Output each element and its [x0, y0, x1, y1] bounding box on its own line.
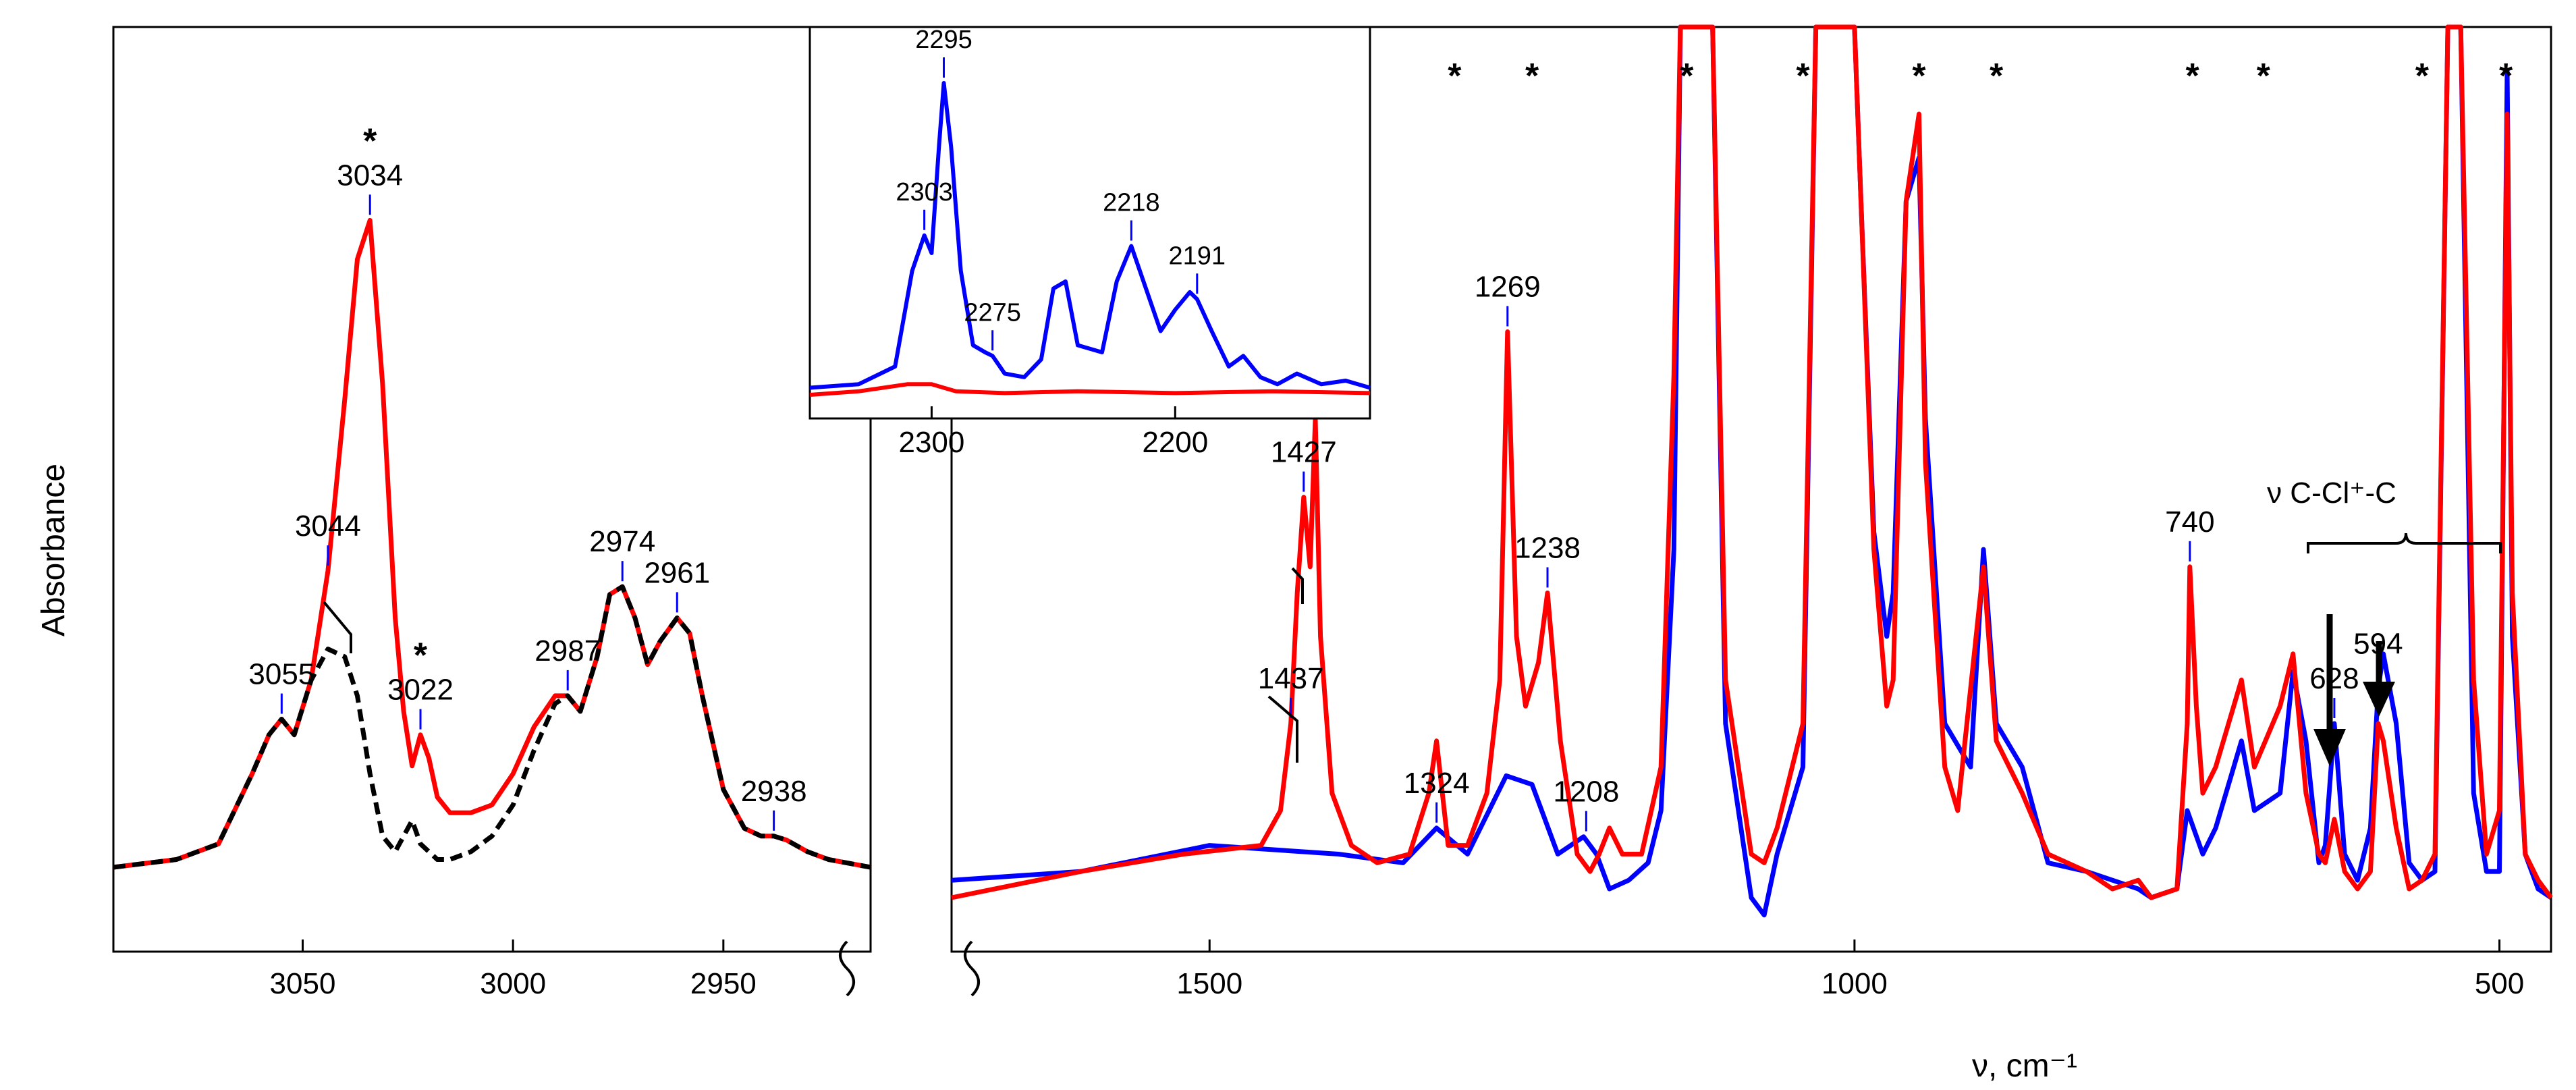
arrow-628	[2313, 614, 2346, 766]
x-tick-label: 3050	[270, 967, 336, 1000]
star-marker: *	[1796, 57, 1810, 96]
pointer-1437	[1267, 695, 1298, 763]
star-marker: *	[1680, 57, 1694, 96]
star-marker: *	[1912, 57, 1926, 96]
star-marker: *	[1448, 57, 1462, 96]
x-tick-label: 1500	[1176, 967, 1242, 1000]
star-marker: *	[2186, 57, 2200, 96]
peak-label: 2938	[741, 775, 807, 808]
inset-panel-frame	[809, 26, 1371, 420]
series-line	[113, 584, 871, 870]
star-marker: *	[2499, 57, 2513, 96]
peak-label: 1269	[1475, 271, 1541, 304]
peak-label: 1208	[1553, 775, 1619, 809]
bracket-label: ν C-Cl⁺-C	[2267, 476, 2396, 510]
x-tick-label: 2950	[690, 967, 757, 1000]
axis-break-right	[964, 940, 980, 997]
peak-label: 740	[2165, 506, 2214, 539]
peak-label: 1437	[1258, 662, 1324, 695]
peak-label: 3044	[295, 510, 361, 543]
x-axis-title: ν, cm⁻¹	[1972, 1048, 2077, 1084]
peak-label: 2295	[915, 26, 972, 54]
bracket	[2307, 533, 2502, 553]
peak-label: 1324	[1404, 767, 1470, 800]
x-tick-label: 2200	[1142, 426, 1208, 459]
peak-label: 628	[2309, 662, 2359, 695]
axis-break-left	[839, 940, 855, 997]
x-tick-label: 2300	[898, 426, 964, 459]
peak-label: 3055	[248, 658, 314, 691]
arrow-594	[2363, 641, 2395, 717]
peak-label: 1238	[1514, 532, 1581, 565]
peak-label: 2961	[644, 556, 710, 589]
series-line	[809, 81, 1371, 390]
peak-label: 2218	[1103, 189, 1160, 217]
peak-label: 2974	[589, 525, 655, 558]
peak-label: 2303	[896, 178, 953, 207]
series-line	[951, 24, 2552, 918]
peak-label: 3034	[337, 159, 403, 192]
star-marker: *	[2415, 57, 2430, 96]
x-tick-label: 3000	[480, 967, 546, 1000]
star-marker: *	[1525, 57, 1539, 96]
series-line	[951, 24, 2553, 900]
pointer-1427	[1291, 567, 1304, 604]
peak-label: 2275	[964, 298, 1021, 327]
star-marker: *	[363, 121, 377, 161]
pointer-3044	[323, 601, 352, 653]
y-axis-title: Absorbance	[36, 464, 72, 636]
peak-label: 2191	[1169, 242, 1226, 270]
peak-label: 1427	[1271, 436, 1337, 469]
right-panel-frame	[950, 26, 2552, 953]
x-tick-label: 500	[2475, 967, 2524, 1000]
series-line	[809, 382, 1371, 397]
peak-label: 2987	[535, 634, 601, 667]
star-marker: *	[2257, 57, 2271, 96]
peak-label: 3022	[387, 674, 454, 707]
x-tick-label: 1000	[1821, 967, 1888, 1000]
star-marker: *	[414, 636, 428, 676]
left-panel-frame	[112, 26, 872, 953]
star-marker: *	[1990, 57, 2004, 96]
series-line	[113, 217, 871, 870]
inset-panel: 2300 2200 2303 2295 2275 2218 2191	[809, 26, 1371, 459]
